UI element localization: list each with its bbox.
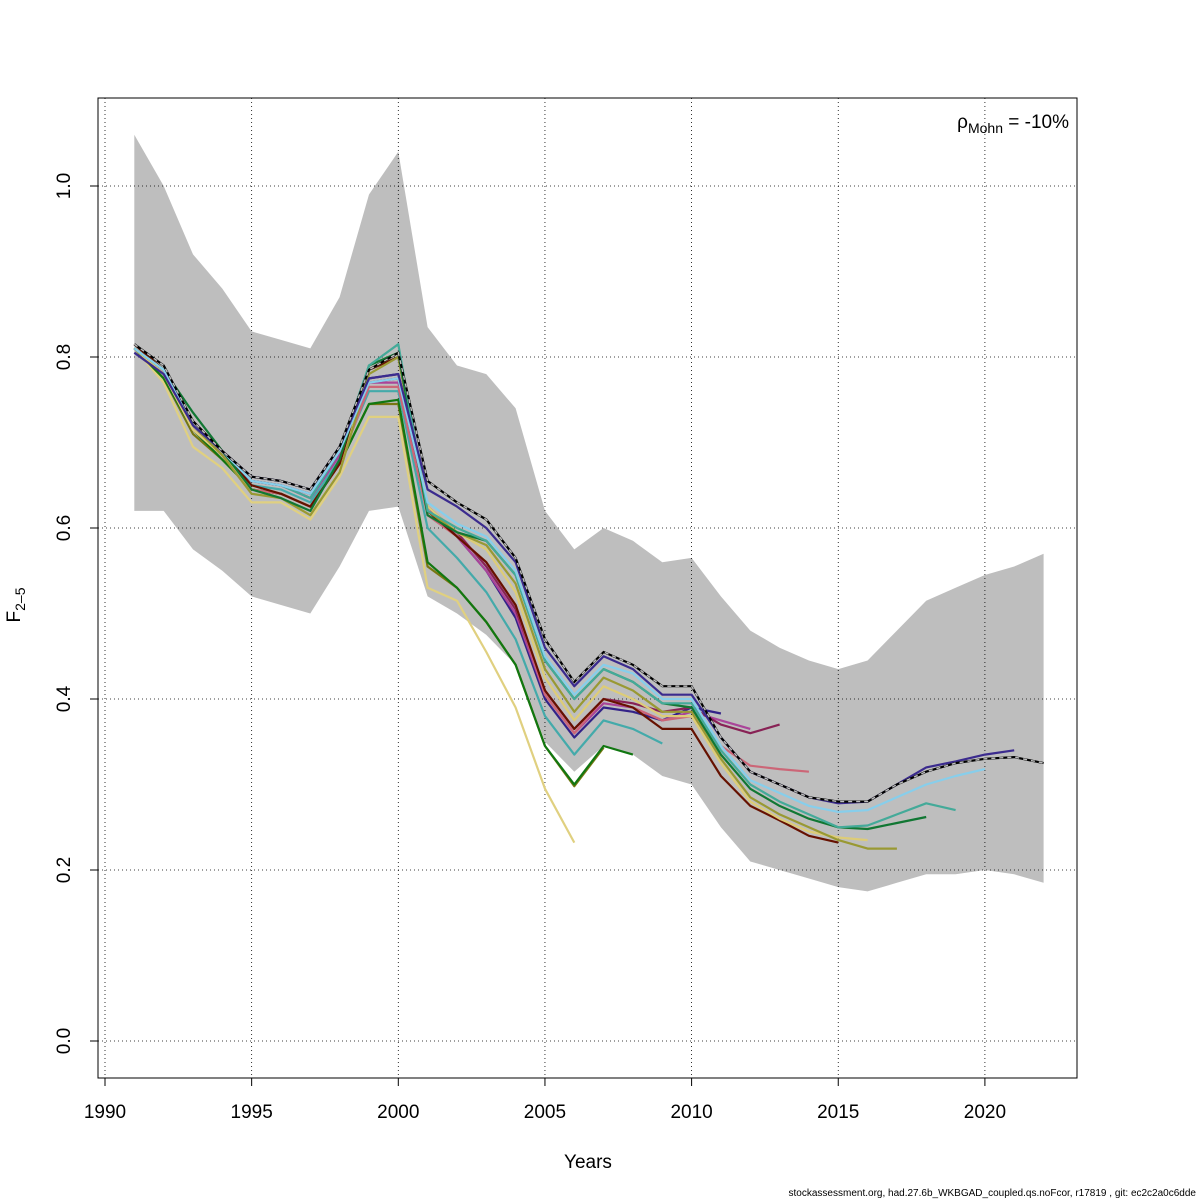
x-tick-label: 2005 [524,1102,566,1123]
x-tick-label: 2015 [817,1102,859,1123]
confidence-band [134,134,1044,892]
mohn-rho-subscript: Mohn [968,120,1003,136]
mohn-rho-annotation: ρMohn = -10% [957,112,1069,136]
mohn-rho-symbol: ρ [957,112,968,133]
y-tick-label: 0.2 [54,857,75,883]
y-tick-label: 0.0 [54,1028,75,1054]
x-axis-label: Years [564,1152,612,1173]
y-tick-label: 0.8 [54,344,75,370]
series-line [133,347,576,844]
series-line-dashes [133,343,1044,803]
y-tick-label: 1.0 [54,173,75,199]
x-tick-label: 2000 [377,1102,419,1123]
series-layer [133,343,1044,850]
series-line [133,347,897,850]
y-tick-label: 0.6 [54,515,75,541]
confidence-band-layer [134,134,1044,892]
y-axis-label-subscript: 2–5 [12,587,28,611]
grid-layer [98,98,1077,1078]
x-axis: 1990 1995 2000 2005 2010 2015 2020 [84,1077,1006,1123]
y-tick-label: 0.4 [54,685,75,712]
x-tick-label: 1995 [231,1102,273,1123]
y-axis-label-base: F [4,611,25,623]
series-line [133,343,839,844]
x-tick-label: 2020 [964,1102,1006,1123]
mohn-rho-value: = -10% [1003,112,1069,133]
y-axis-label: F2–5 [4,587,28,622]
x-tick-label: 1990 [84,1102,126,1123]
footer-credit: stockassessment.org, had.27.6b_WKBGAD_co… [789,1188,1197,1199]
x-tick-label: 2010 [670,1102,712,1123]
series-line [133,347,634,786]
series-line [133,347,986,814]
y-axis: 0.0 0.2 0.4 0.6 0.8 1.0 [54,173,99,1054]
